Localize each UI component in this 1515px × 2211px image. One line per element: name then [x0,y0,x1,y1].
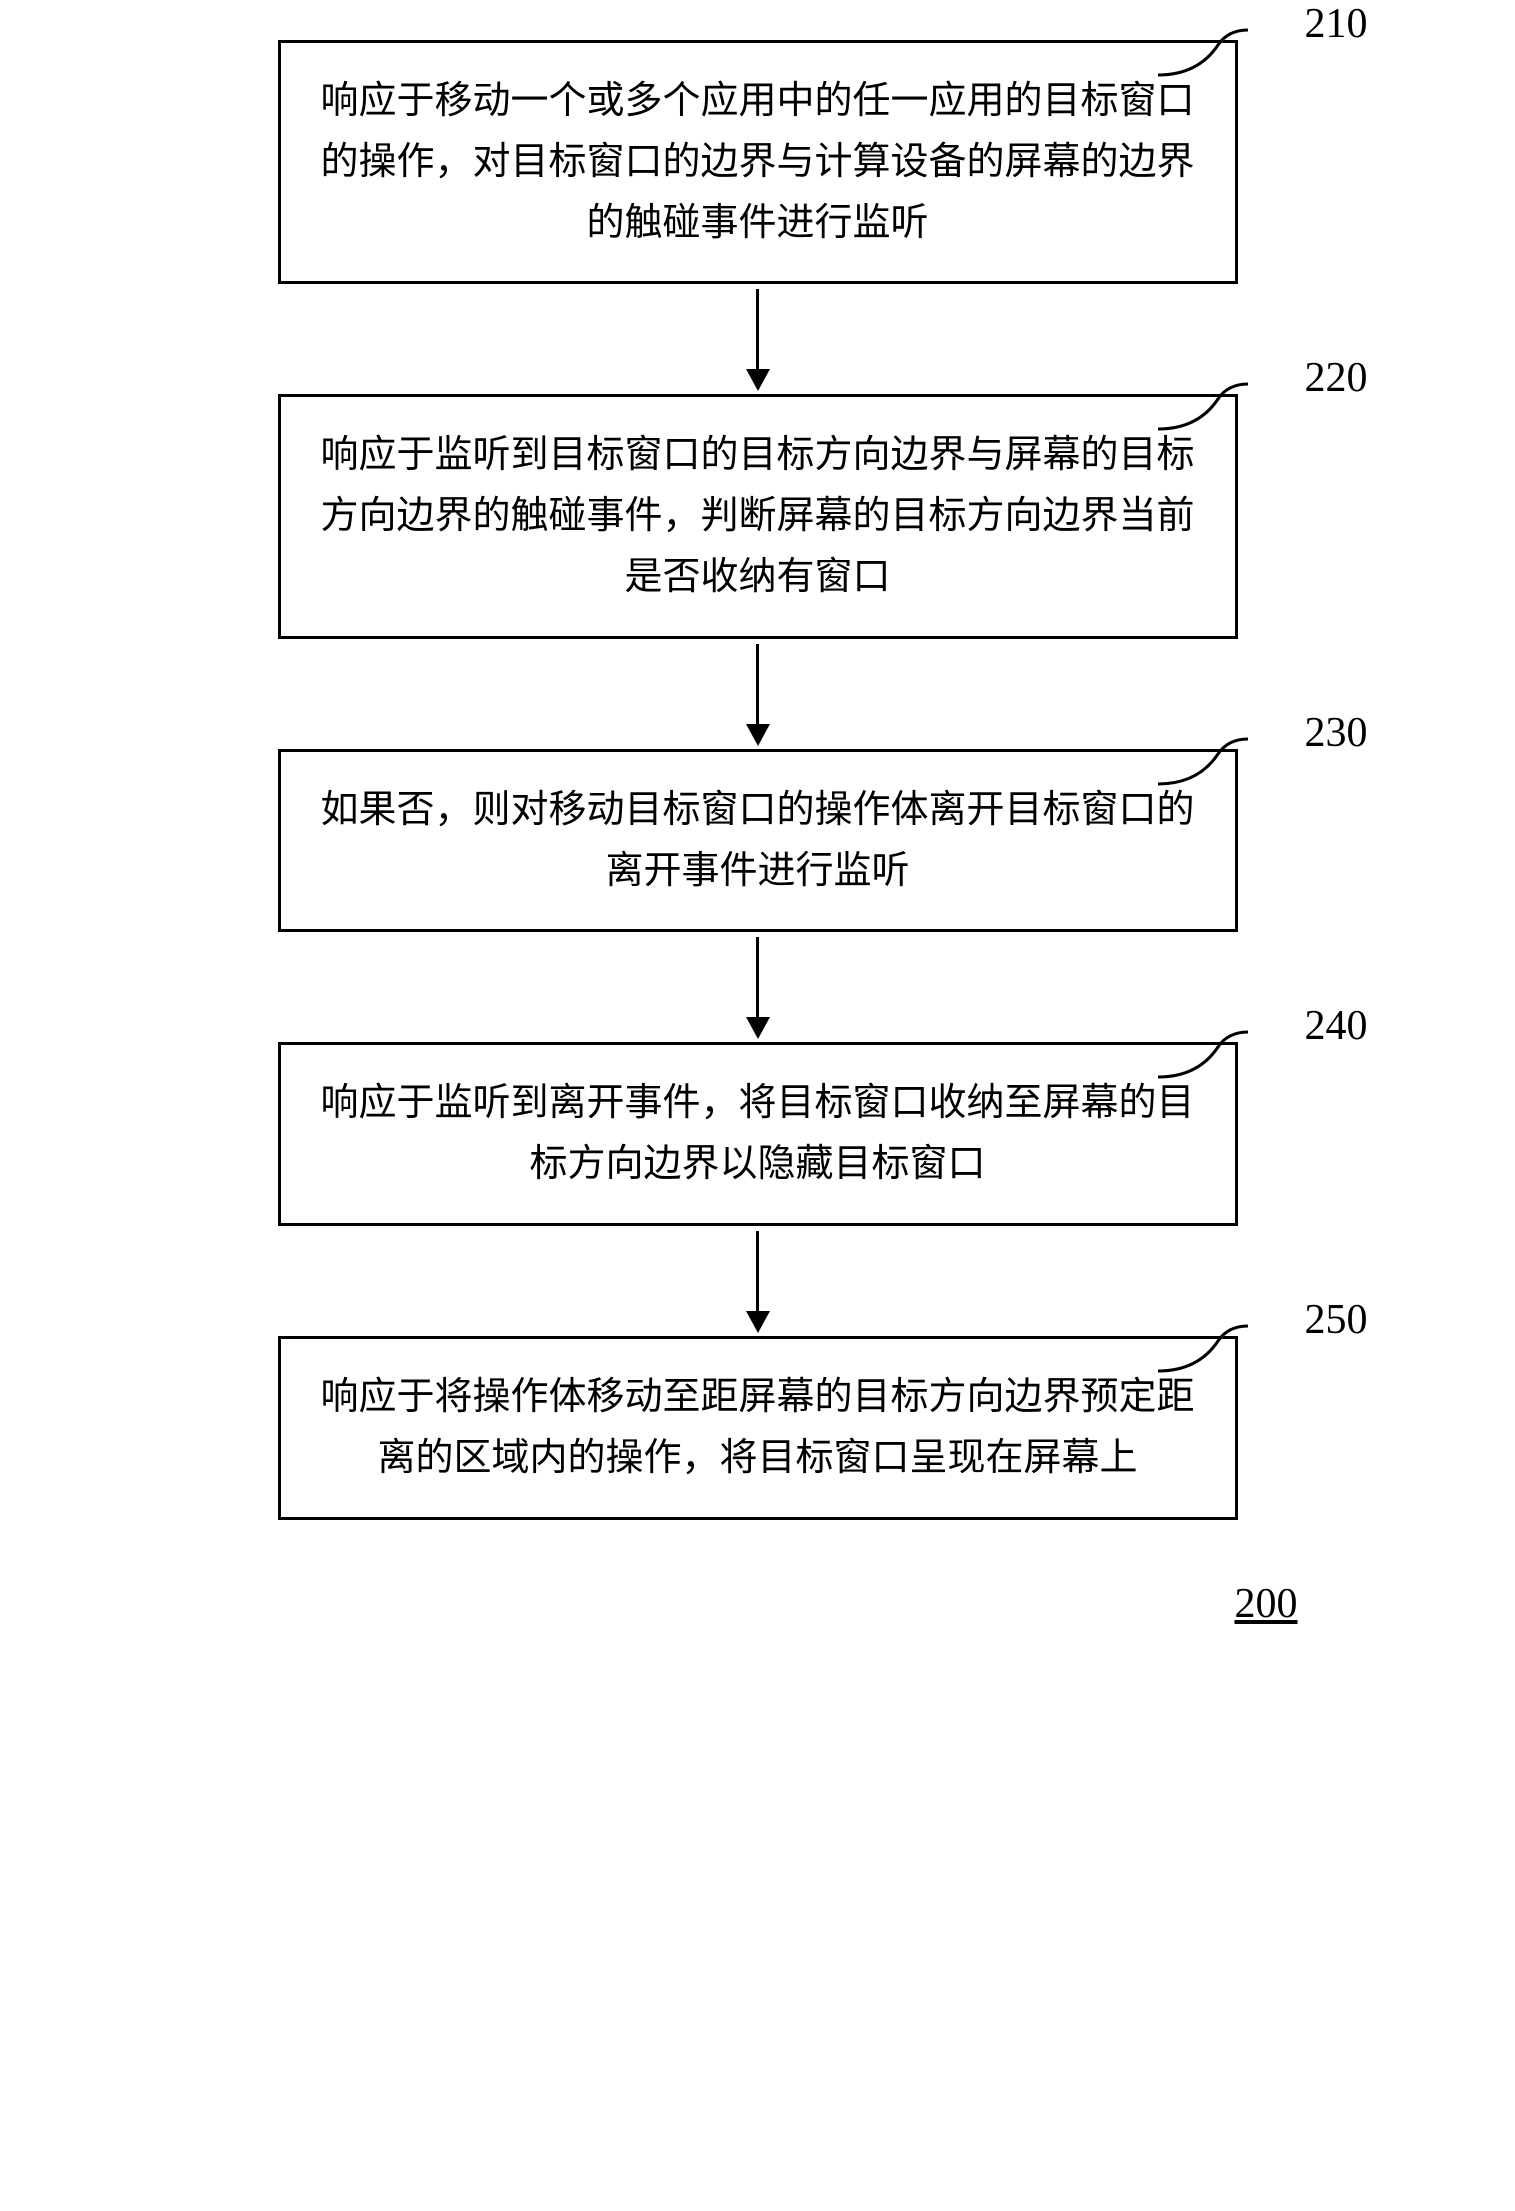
step-box-230: 如果否，则对移动目标窗口的操作体离开目标窗口的离开事件进行监听 [278,749,1238,933]
flowchart-step: 响应于监听到离开事件，将目标窗口收纳至屏幕的目标方向边界以隐藏目标窗口 240 [58,1042,1458,1226]
flowchart-arrow [58,284,1458,394]
step-box-210: 响应于移动一个或多个应用中的任一应用的目标窗口的操作，对目标窗口的边界与计算设备… [278,40,1238,284]
step-label: 250 [1305,1296,1368,1344]
step-label: 230 [1305,709,1368,757]
flowchart-arrow [58,1226,1458,1336]
flowchart-step: 响应于监听到目标窗口的目标方向边界与屏幕的目标方向边界的触碰事件，判断屏幕的目标… [58,394,1458,638]
step-label: 210 [1305,0,1368,48]
step-text: 如果否，则对移动目标窗口的操作体离开目标窗口的离开事件进行监听 [321,789,1195,892]
flowchart-step: 如果否，则对移动目标窗口的操作体离开目标窗口的离开事件进行监听 230 [58,749,1458,933]
step-box-240: 响应于监听到离开事件，将目标窗口收纳至屏幕的目标方向边界以隐藏目标窗口 [278,1042,1238,1226]
step-text: 响应于监听到离开事件，将目标窗口收纳至屏幕的目标方向边界以隐藏目标窗口 [321,1082,1195,1185]
flowchart-arrow [58,932,1458,1042]
figure-number: 200 [58,1580,1458,1628]
step-label: 220 [1305,354,1368,402]
step-box-220: 响应于监听到目标窗口的目标方向边界与屏幕的目标方向边界的触碰事件，判断屏幕的目标… [278,394,1238,638]
flowchart-arrow [58,639,1458,749]
flowchart-step: 响应于移动一个或多个应用中的任一应用的目标窗口的操作，对目标窗口的边界与计算设备… [58,40,1458,284]
step-text: 响应于监听到目标窗口的目标方向边界与屏幕的目标方向边界的触碰事件，判断屏幕的目标… [321,434,1195,598]
step-text: 响应于将操作体移动至距屏幕的目标方向边界预定距离的区域内的操作，将目标窗口呈现在… [321,1376,1195,1479]
step-label: 240 [1305,1002,1368,1050]
step-box-250: 响应于将操作体移动至距屏幕的目标方向边界预定距离的区域内的操作，将目标窗口呈现在… [278,1336,1238,1520]
flowchart-step: 响应于将操作体移动至距屏幕的目标方向边界预定距离的区域内的操作，将目标窗口呈现在… [58,1336,1458,1520]
step-text: 响应于移动一个或多个应用中的任一应用的目标窗口的操作，对目标窗口的边界与计算设备… [321,80,1195,244]
flowchart-container: 响应于移动一个或多个应用中的任一应用的目标窗口的操作，对目标窗口的边界与计算设备… [58,40,1458,1628]
